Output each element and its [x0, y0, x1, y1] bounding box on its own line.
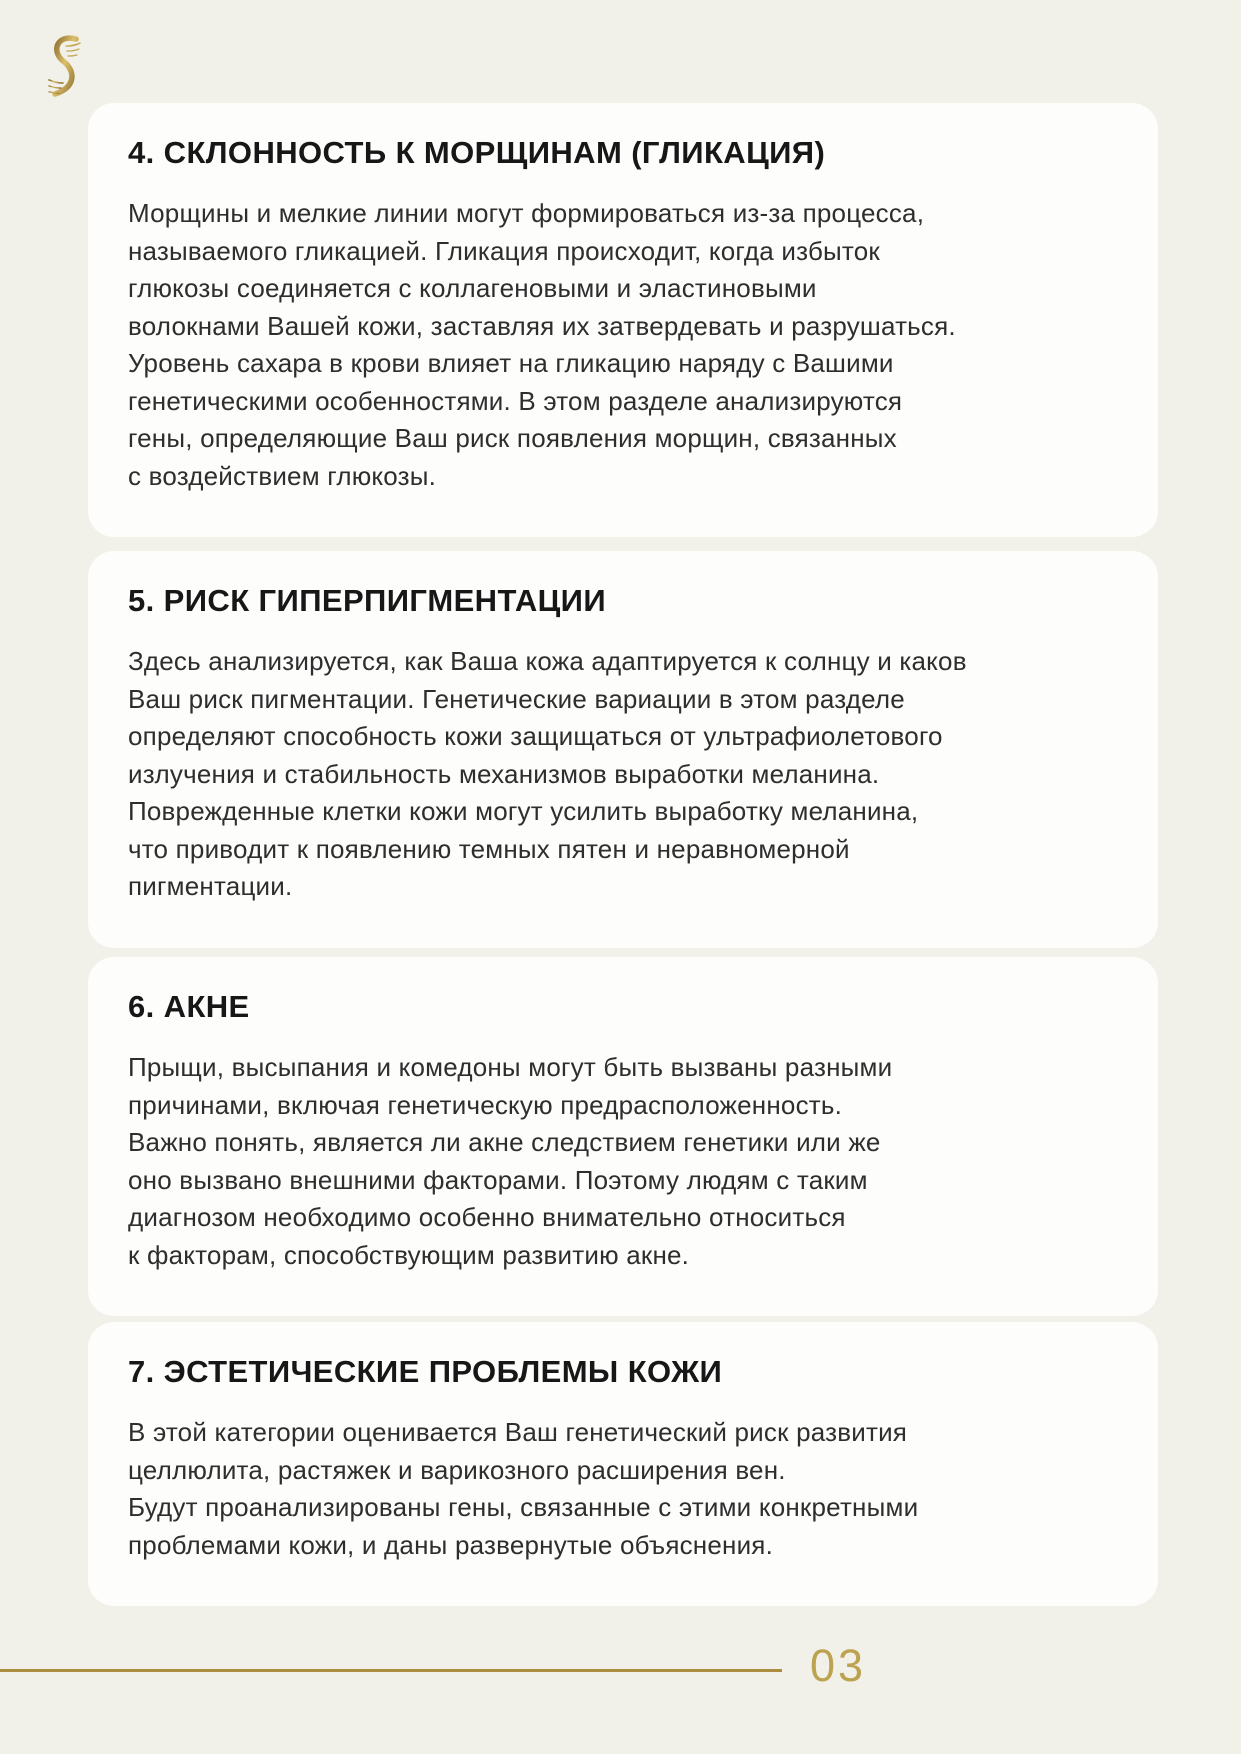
section-card-aesthetic-problems: 7. ЭСТЕТИЧЕСКИЕ ПРОБЛЕМЫ КОЖИ В этой кат… — [88, 1322, 1158, 1606]
footer-divider — [0, 1669, 782, 1672]
section-title: 7. ЭСТЕТИЧЕСКИЕ ПРОБЛЕМЫ КОЖИ — [128, 1354, 723, 1389]
section-title: 5. РИСК ГИПЕРПИГМЕНТАЦИИ — [128, 583, 607, 618]
section-title: 4. СКЛОННОСТЬ К МОРЩИНАМ (ГЛИКАЦИЯ) — [128, 135, 826, 170]
section-body: В этой категории оценивается Ваш генетич… — [128, 1417, 919, 1560]
section-title: 6. АКНЕ — [128, 989, 250, 1024]
section-body: Здесь анализируется, как Ваша кожа адапт… — [128, 646, 967, 901]
page-number: 03 — [810, 1640, 867, 1691]
section-body: Морщины и мелкие линии могут формировать… — [128, 198, 956, 491]
section-body: Прыщи, высыпания и комедоны могут быть в… — [128, 1052, 893, 1270]
section-card-hyperpigmentation: 5. РИСК ГИПЕРПИГМЕНТАЦИИ Здесь анализиру… — [88, 551, 1158, 948]
dna-helix-logo-icon — [44, 32, 86, 98]
section-card-acne: 6. АКНЕ Прыщи, высыпания и комедоны могу… — [88, 957, 1158, 1316]
section-card-glycation: 4. СКЛОННОСТЬ К МОРЩИНАМ (ГЛИКАЦИЯ) Морщ… — [88, 103, 1158, 537]
